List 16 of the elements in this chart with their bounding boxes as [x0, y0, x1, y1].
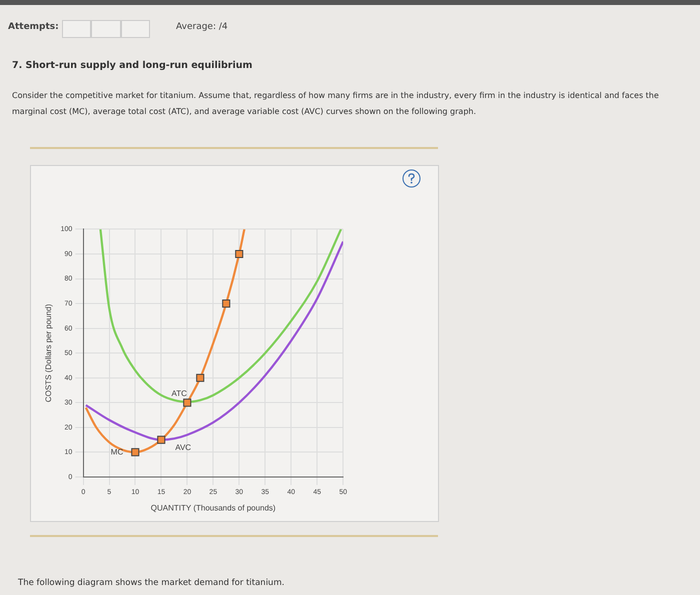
series-label: AVC	[175, 443, 192, 452]
point	[157, 436, 166, 444]
series-label: ATC	[172, 389, 188, 398]
point	[196, 374, 204, 382]
chart-title: 7. Short-run supply and long-run equilibrium	[12, 60, 252, 71]
point	[235, 250, 244, 258]
point	[222, 300, 230, 308]
text: Attempts:	[8, 22, 59, 32]
series-label: MC	[110, 447, 124, 456]
x-axis-title: QUANTITY (Thousands of pounds)	[150, 503, 276, 512]
text: Average: /4	[176, 22, 228, 32]
point	[131, 448, 140, 456]
point	[183, 398, 192, 407]
chart-subtitle: Consider the competitive market for titanium. Assume that, regardless of how many firms are in the industry, every firm in the industry is identical and faces the marginal cost (MC), average total cost (ATC), and average variable cost (AVC) curves shown on the following graph.	[12, 90, 660, 118]
y-axis-title: COSTS (Dollars per pound)	[44, 304, 54, 402]
text: The following diagram shows the market demand for titanium.	[18, 578, 284, 588]
